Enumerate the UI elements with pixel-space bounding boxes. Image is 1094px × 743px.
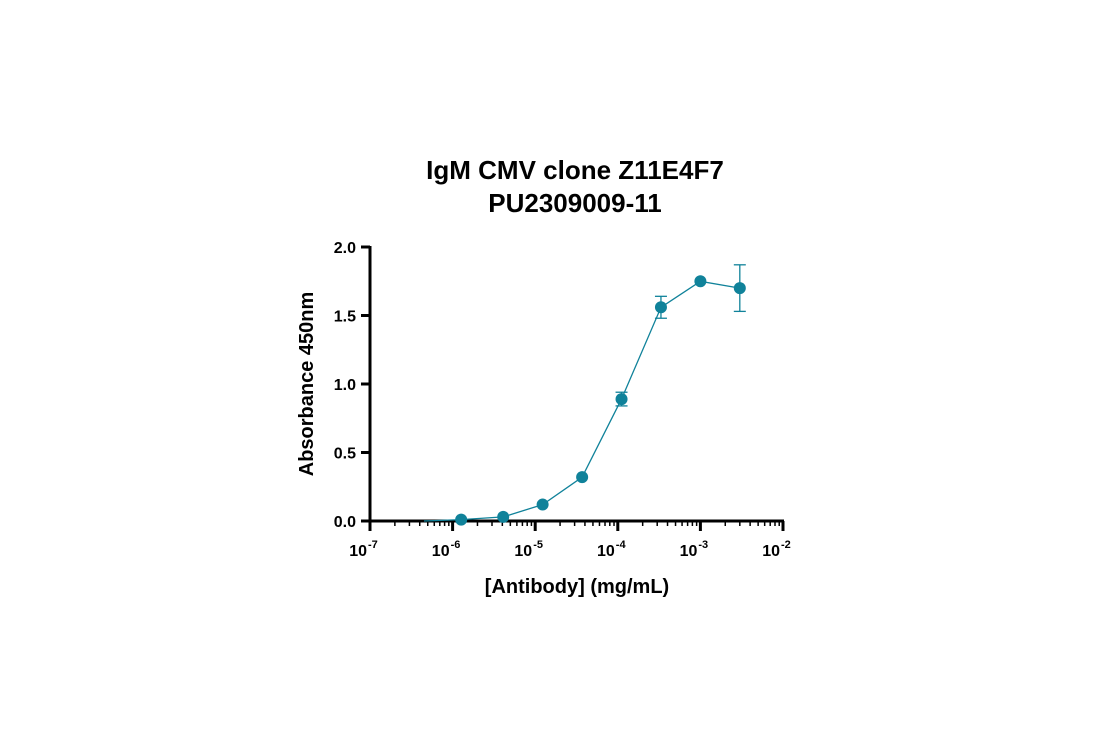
x-tick-exponent: -3 [698,539,708,551]
x-tick-exponent: -6 [451,539,461,551]
chart-title-line-1: IgM CMV clone Z11E4F7 [426,155,724,185]
plot-area [423,264,746,526]
x-tick-label: 10 [597,543,615,560]
x-tick-label: 10 [680,543,698,560]
data-point [455,513,468,526]
y-tick-label: 0.0 [334,514,356,531]
x-tick-label: 10 [432,543,450,560]
data-point [536,498,549,511]
chart-title-line-2: PU2309009-11 [488,188,661,218]
chart-title: IgM CMV clone Z11E4F7 PU2309009-11 [426,155,724,218]
data-point [576,471,589,484]
x-tick-exponent: -4 [616,539,627,551]
y-tick-label: 2.0 [334,240,356,257]
data-point [654,301,667,314]
x-axis-label: [Antibody] (mg/mL) [485,576,669,598]
x-tick-label: 10 [514,543,532,560]
y-axis-label: Absorbance 450nm [296,292,318,477]
x-tick-label: 10 [349,543,367,560]
x-tick-label: 10 [762,543,780,560]
x-tick-exponent: -7 [368,539,378,551]
data-point [615,393,628,406]
data-point [694,275,707,288]
y-tick-label: 0.5 [334,446,356,463]
data-point [497,510,510,523]
y-tick-label: 1.0 [334,377,356,394]
y-tick-label: 1.5 [334,309,356,326]
data-point [733,282,746,295]
fit-curve [423,280,740,522]
x-tick-exponent: -5 [533,539,543,551]
x-tick-exponent: -2 [781,539,791,551]
axes: 0.00.51.01.52.010 -7 10 -6 10 -5 10 -4 10 -3 10 -2 [334,240,791,560]
